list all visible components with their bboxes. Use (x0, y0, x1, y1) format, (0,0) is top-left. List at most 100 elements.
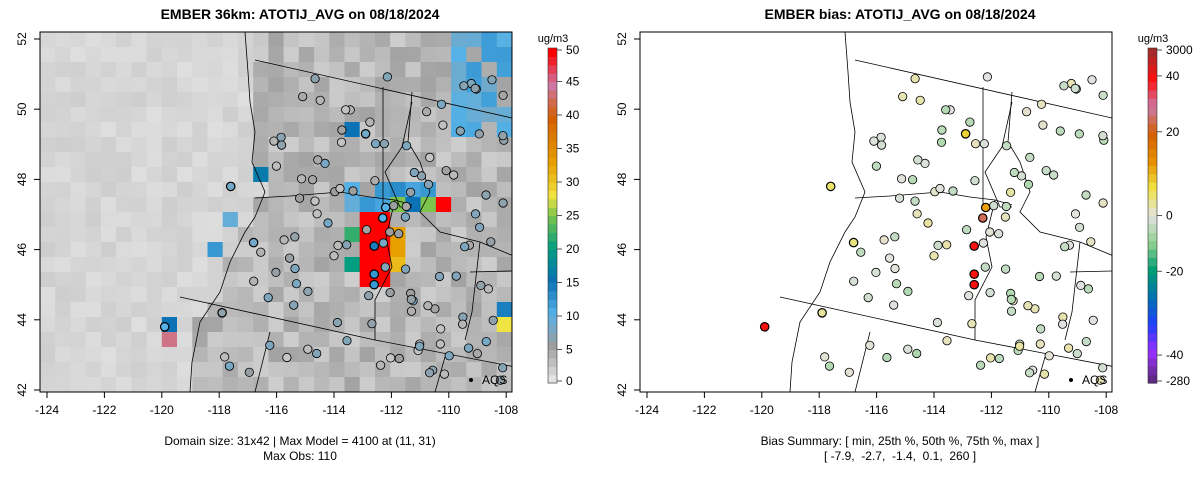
station-point (423, 179, 434, 189)
colorbar-label: 0 (1166, 209, 1173, 223)
grid-cell (268, 167, 285, 183)
grid-cell (314, 302, 330, 318)
station-point (1098, 198, 1108, 208)
grid-cell (390, 152, 406, 168)
colorbar-label: 15 (566, 276, 580, 290)
grid-cell (329, 32, 345, 48)
left-title: EMBER 36km: ATOTIJ_AVG on 08/18/2024 (160, 6, 440, 22)
station-point (298, 91, 308, 102)
colorbar-label: 0 (566, 374, 573, 388)
colorbar-segment (548, 148, 557, 158)
colorbar-segment (548, 115, 557, 124)
station-point (244, 367, 254, 377)
station-point (394, 229, 404, 239)
grid-cell (375, 377, 391, 392)
grid-cell (420, 242, 437, 258)
grid-cell (131, 287, 148, 303)
state-border (1069, 270, 1112, 273)
grid-cell (314, 137, 330, 153)
station-point (406, 306, 417, 316)
grid-cell (116, 62, 132, 78)
station-point (1087, 75, 1097, 85)
grid-cell (283, 212, 300, 228)
station-point (871, 161, 881, 171)
grid-cell (344, 92, 361, 108)
grid-cell (390, 32, 406, 48)
colorbar-label: 40 (566, 108, 580, 122)
station-point (980, 202, 991, 213)
station-point (978, 238, 988, 248)
grid-cell (420, 122, 437, 138)
station-point (1009, 167, 1019, 178)
colorbar-label: 20 (1166, 125, 1180, 139)
state-border (469, 270, 512, 273)
grid-cell (451, 362, 467, 378)
left-footer-1: Domain size: 31x42 | Max Model = 4100 at… (164, 434, 436, 448)
grid-cell (40, 362, 56, 378)
x-tick-label: -108 (1094, 403, 1118, 417)
station-point (935, 183, 945, 194)
grid-cell (253, 257, 269, 273)
grid-cell (237, 332, 254, 348)
station-point (817, 307, 827, 318)
grid-cell (70, 212, 87, 228)
grid-cell (207, 272, 224, 288)
grid-cell (298, 257, 315, 273)
grid-cell (116, 227, 132, 243)
x-tick-label: -118 (208, 403, 231, 417)
grid-cell (298, 32, 315, 48)
grid-cell (496, 62, 512, 78)
colorbar-segment (548, 332, 557, 342)
grid-cell (253, 227, 269, 243)
grid-cell (283, 77, 300, 93)
grid-cell (146, 332, 163, 348)
grid-cell (405, 362, 422, 378)
station-point (985, 353, 996, 363)
grid-cell (131, 92, 148, 108)
grid-cell (298, 152, 315, 168)
grid-cell (207, 317, 224, 333)
station-point (385, 227, 395, 237)
grid-cell (70, 92, 87, 108)
grid-cell (466, 302, 482, 318)
grid-cell (100, 332, 117, 348)
grid-cell (192, 122, 208, 138)
grid-cell (85, 32, 102, 48)
station-point (296, 174, 307, 184)
station-point (380, 202, 391, 213)
grid-cell (268, 242, 285, 258)
grid-cell (161, 32, 178, 48)
grid-cell (405, 92, 422, 108)
y-tick-label: 52 (615, 32, 629, 46)
grid-cell (146, 32, 163, 48)
station-point (498, 90, 508, 100)
grid-cell (85, 122, 102, 138)
station-point (425, 152, 435, 163)
grid-cell (146, 362, 163, 378)
grid-cell (70, 47, 87, 63)
grid-cell (70, 302, 87, 318)
grid-cell (298, 302, 315, 318)
station-point (915, 95, 925, 105)
colorbar-segment (1148, 123, 1157, 133)
colorbar-segment (1148, 89, 1157, 99)
station-point (369, 269, 379, 279)
grid-cell (451, 107, 467, 123)
grid-cell (207, 122, 224, 138)
y-tick-label: 48 (615, 172, 629, 186)
grid-cell (481, 377, 498, 392)
grid-cell (192, 212, 208, 228)
colorbar-label: 5 (566, 343, 573, 357)
station-point (1036, 324, 1046, 334)
grid-cell (329, 257, 345, 273)
grid-cell (177, 377, 193, 392)
grid-cell (207, 62, 224, 78)
grid-cell (146, 167, 163, 183)
grid-cell (146, 227, 163, 243)
colorbar-segment (1148, 374, 1157, 384)
grid-cell (177, 197, 193, 213)
grid-cell (222, 272, 239, 288)
station-point (369, 279, 379, 290)
grid-cell (55, 152, 71, 168)
